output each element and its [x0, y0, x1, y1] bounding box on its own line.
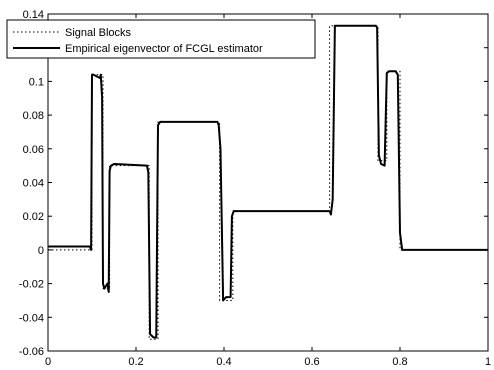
x-tick-label: 0.8: [392, 356, 407, 368]
x-tick-label: 0.4: [216, 356, 231, 368]
plot-area: [48, 14, 488, 351]
legend-box: [6, 19, 316, 59]
x-tick-label: 1: [485, 356, 491, 368]
y-tick-label: 0.04: [23, 178, 44, 190]
x-tick-label: 0.6: [304, 356, 319, 368]
plot-background: [48, 14, 488, 351]
y-tick-label: -0.06: [19, 346, 44, 358]
x-tick-label: 0: [45, 356, 51, 368]
y-tick-label: 0.02: [23, 211, 44, 223]
y-tick-label: 0.14: [23, 9, 44, 21]
y-tick-label: 0.08: [23, 110, 44, 122]
legend-label-eigenvector: Empirical eigenvector of FCGL estimator: [65, 43, 263, 55]
y-tick-label: -0.02: [19, 279, 44, 291]
x-tick-label: 0.2: [128, 356, 143, 368]
y-tick-label: 0: [38, 245, 44, 257]
y-tick-label: -0.04: [19, 312, 44, 324]
series-layer: [48, 24, 488, 340]
axes-layer: 0 0.2 0.4 0.6 0.8 1 -0.06 -0.04 -0.02 0 0.02 0.04 0.…: [19, 9, 491, 368]
y-tick-label: 0.06: [23, 144, 44, 156]
legend: Signal Blocks Empirical eigenvector of F…: [6, 19, 316, 59]
y-tick-label: 0.1: [29, 76, 44, 88]
legend-label-signal-blocks: Signal Blocks: [65, 27, 132, 39]
series-line-1: [48, 24, 488, 339]
